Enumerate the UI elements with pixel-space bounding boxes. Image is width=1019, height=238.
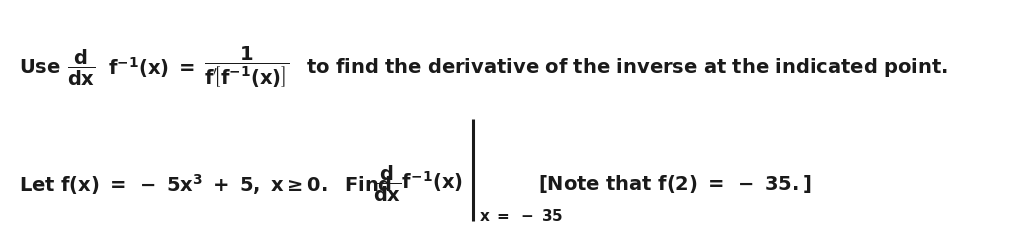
Text: $\mathbf{\dfrac{d}{dx}f^{-1}(x)}$: $\mathbf{\dfrac{d}{dx}f^{-1}(x)}$ [373,164,463,204]
Text: $\mathbf{to\ find\ the\ derivative\ of\ the\ inverse\ at\ the\ indicated\ point.: $\mathbf{to\ find\ the\ derivative\ of\ … [307,56,949,79]
Text: $\mathbf{Let\ f(x)\ =\ -\ 5x^3\ +\ 5,\ x \geq 0.\ \ Find}$: $\mathbf{Let\ f(x)\ =\ -\ 5x^3\ +\ 5,\ x… [18,172,392,197]
Text: $\mathbf{[Note\ that\ f(2)\ =\ -\ 35.]}$: $\mathbf{[Note\ that\ f(2)\ =\ -\ 35.]}$ [538,173,812,195]
Text: $\mathbf{x\ =\ -\ 35}$: $\mathbf{x\ =\ -\ 35}$ [479,208,562,223]
Text: $\mathbf{Use}$: $\mathbf{Use}$ [18,58,61,77]
Text: $\mathbf{\dfrac{1}{f'\!\left[f^{-1}(x)\right]}}$: $\mathbf{\dfrac{1}{f'\!\left[f^{-1}(x)\r… [204,45,288,90]
Text: $\mathbf{f^{-1}(x)\ =}$: $\mathbf{f^{-1}(x)\ =}$ [108,55,196,80]
Text: $\mathbf{\dfrac{d}{dx}}$: $\mathbf{\dfrac{d}{dx}}$ [67,48,96,88]
